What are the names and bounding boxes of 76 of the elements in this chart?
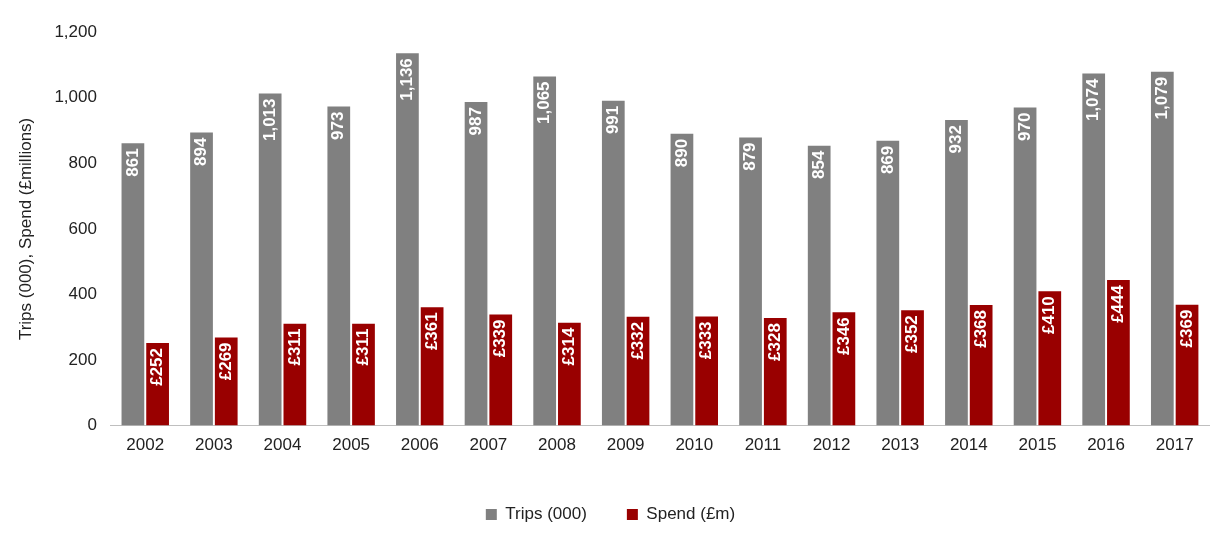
x-tick-label: 2004 (263, 435, 302, 455)
data-label: £269 (215, 342, 235, 381)
y-tick-label: 800 (68, 153, 97, 173)
data-label: £333 (696, 321, 716, 360)
data-label: 1,013 (259, 98, 279, 142)
data-label: 987 (465, 107, 485, 136)
data-label: 991 (602, 105, 622, 135)
data-label: £311 (353, 328, 373, 366)
x-tick-label: 2015 (1018, 435, 1057, 455)
data-label: 973 (328, 111, 348, 140)
x-tick-label: 2003 (194, 435, 233, 455)
data-label: £332 (627, 321, 647, 360)
data-label: £311 (284, 328, 304, 366)
x-tick-label: 2009 (606, 435, 645, 455)
bar (327, 106, 351, 426)
bar (396, 53, 419, 426)
data-label: 861 (122, 148, 142, 177)
bar (190, 132, 213, 426)
legend-label: Trips (000) (505, 504, 587, 524)
data-label: £252 (147, 347, 167, 386)
bar (670, 133, 694, 426)
x-tick-label: 2013 (881, 435, 920, 455)
bar (1107, 280, 1130, 426)
data-label: 890 (671, 138, 691, 168)
x-tick-label: 2011 (744, 435, 782, 455)
data-label: 932 (946, 125, 966, 154)
bar (1082, 73, 1106, 426)
data-label: £410 (1039, 296, 1059, 335)
data-label: £339 (490, 319, 510, 358)
data-label: £368 (970, 309, 990, 348)
x-tick-label: 2014 (949, 435, 988, 455)
bar (1150, 71, 1174, 426)
x-tick-label: 2006 (400, 435, 439, 455)
data-label: 1,074 (1083, 77, 1103, 122)
data-label: £314 (559, 327, 579, 366)
legend-label: Spend (£m) (646, 504, 736, 524)
x-tick-label: 2016 (1087, 435, 1125, 455)
data-label: 1,079 (1152, 76, 1172, 120)
y-tick-label: 1,200 (54, 21, 97, 41)
bar (464, 102, 488, 426)
data-label: £444 (1108, 284, 1128, 323)
data-label: 1,065 (534, 81, 554, 124)
data-label: 1,136 (397, 58, 417, 101)
x-tick-label: 2005 (332, 435, 371, 455)
x-tick-label: 2012 (812, 435, 851, 455)
y-tick-label: 600 (68, 218, 97, 238)
data-label: 854 (808, 150, 828, 180)
y-tick-label: 200 (68, 349, 97, 369)
bar (121, 143, 145, 426)
x-tick-label: 2010 (675, 435, 714, 455)
data-label: 869 (877, 145, 897, 175)
y-tick-label: 1,000 (54, 87, 97, 107)
data-label: £361 (421, 312, 441, 351)
data-label: £369 (1176, 309, 1196, 348)
data-label: 879 (740, 142, 760, 171)
bar (876, 140, 900, 426)
bar (739, 137, 762, 426)
bar (945, 120, 968, 426)
x-tick-label: 2007 (469, 435, 508, 455)
y-axis-title: Trips (000), Spend (£millions) (15, 117, 35, 341)
data-label: £352 (902, 315, 922, 354)
data-label: 894 (191, 136, 211, 166)
data-label: £328 (764, 323, 784, 361)
bar (807, 145, 831, 426)
y-tick-label: 400 (68, 284, 97, 304)
data-label: 970 (1014, 112, 1034, 141)
bar (1013, 107, 1037, 426)
bar (533, 76, 557, 426)
bar (601, 100, 625, 426)
y-tick-label: 0 (87, 415, 97, 435)
x-tick-label: 2002 (126, 435, 165, 455)
x-tick-label: 2008 (538, 435, 576, 455)
data-label: £346 (833, 317, 853, 355)
bar (1038, 291, 1062, 426)
x-tick-label: 2017 (1155, 435, 1194, 455)
bar (258, 93, 282, 426)
